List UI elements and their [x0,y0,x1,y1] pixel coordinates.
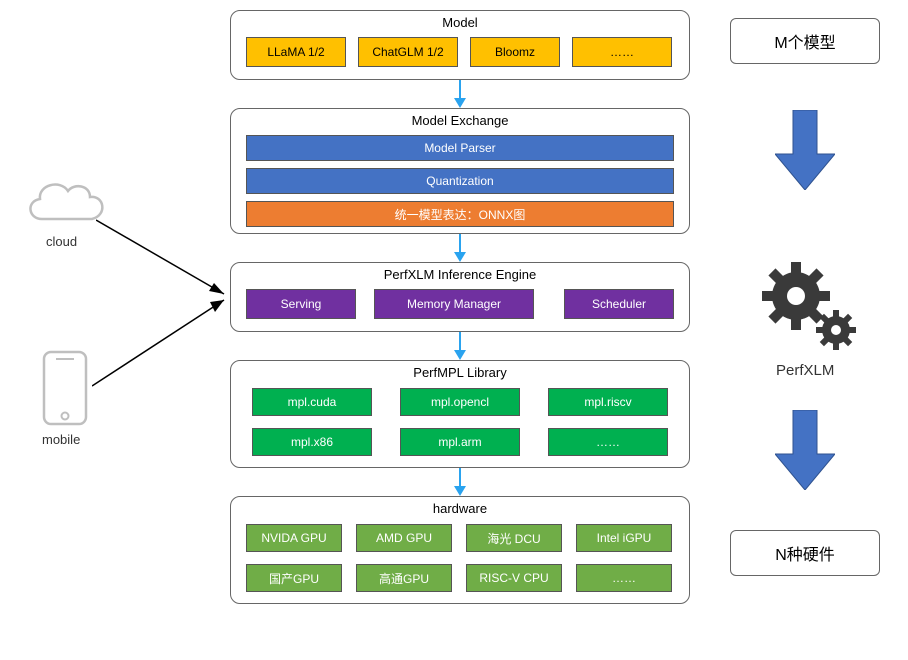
label: mpl.opencl [431,395,489,409]
library-item: mpl.riscv [548,388,668,416]
arrow-down-icon [459,332,461,350]
right-mid-label: PerfXLM [776,362,834,379]
label: …… [610,45,634,59]
label: 海光 DCU [487,530,540,547]
label: Bloomz [495,45,535,59]
hardware-item: 高通GPU [356,564,452,592]
arrow-down-icon [459,80,461,98]
hardware-title: hardware [231,497,689,522]
library-item: mpl.opencl [400,388,520,416]
arrow-down-icon [459,468,461,486]
hardware-item: Intel iGPU [576,524,672,552]
right-top-box: M个模型 [730,18,880,64]
right-bottom-label: N种硬件 [775,541,835,565]
label: 高通GPU [379,570,429,587]
library-title: PerfMPL Library [231,361,689,386]
label: mpl.riscv [584,395,631,409]
exchange-title: Model Exchange [231,109,689,134]
label: NVIDA GPU [261,531,326,545]
model-item: ChatGLM 1/2 [358,37,458,67]
library-item: …… [548,428,668,456]
label: mpl.cuda [288,395,337,409]
library-item: mpl.cuda [252,388,372,416]
label: Quantization [426,174,493,188]
mobile-icon [42,350,88,426]
hardware-item: 国产GPU [246,564,342,592]
library-item: mpl.x86 [252,428,372,456]
label: Model Parser [424,141,495,155]
right-top-label: M个模型 [774,29,835,53]
engine-item: Serving [246,289,356,319]
hardware-item: AMD GPU [356,524,452,552]
model-item: Bloomz [470,37,560,67]
label: RISC-V CPU [479,571,548,585]
engine-item: Scheduler [564,289,674,319]
exchange-row: Model Parser [246,135,674,161]
label: Intel iGPU [597,531,652,545]
label: ChatGLM 1/2 [372,45,443,59]
label: mpl.x86 [291,435,333,449]
label: 统一模型表达：ONNX图 [395,206,526,223]
label: Serving [281,297,322,311]
model-title: Model [231,11,689,36]
big-arrow-icon [775,410,835,490]
big-arrow-icon [775,110,835,190]
label: LLaMA 1/2 [267,45,324,59]
library-item: mpl.arm [400,428,520,456]
hardware-item: NVIDA GPU [246,524,342,552]
hardware-item: RISC-V CPU [466,564,562,592]
black-arrow-mobile [92,290,236,390]
mobile-label: mobile [42,432,80,447]
arrow-down-icon [459,234,461,252]
gears-icon [756,256,866,366]
label: …… [612,571,636,585]
label: AMD GPU [376,531,432,545]
label: mpl.arm [438,435,481,449]
label: Scheduler [592,297,646,311]
hardware-item: …… [576,564,672,592]
model-item: LLaMA 1/2 [246,37,346,67]
engine-title: PerfXLM Inference Engine [231,263,689,288]
cloud-label: cloud [46,234,77,249]
label: 国产GPU [269,570,319,587]
model-item: …… [572,37,672,67]
exchange-row: 统一模型表达：ONNX图 [246,201,674,227]
engine-item: Memory Manager [374,289,534,319]
exchange-row: Quantization [246,168,674,194]
right-bottom-box: N种硬件 [730,530,880,576]
hardware-item: 海光 DCU [466,524,562,552]
label: Memory Manager [407,297,501,311]
label: …… [596,435,620,449]
